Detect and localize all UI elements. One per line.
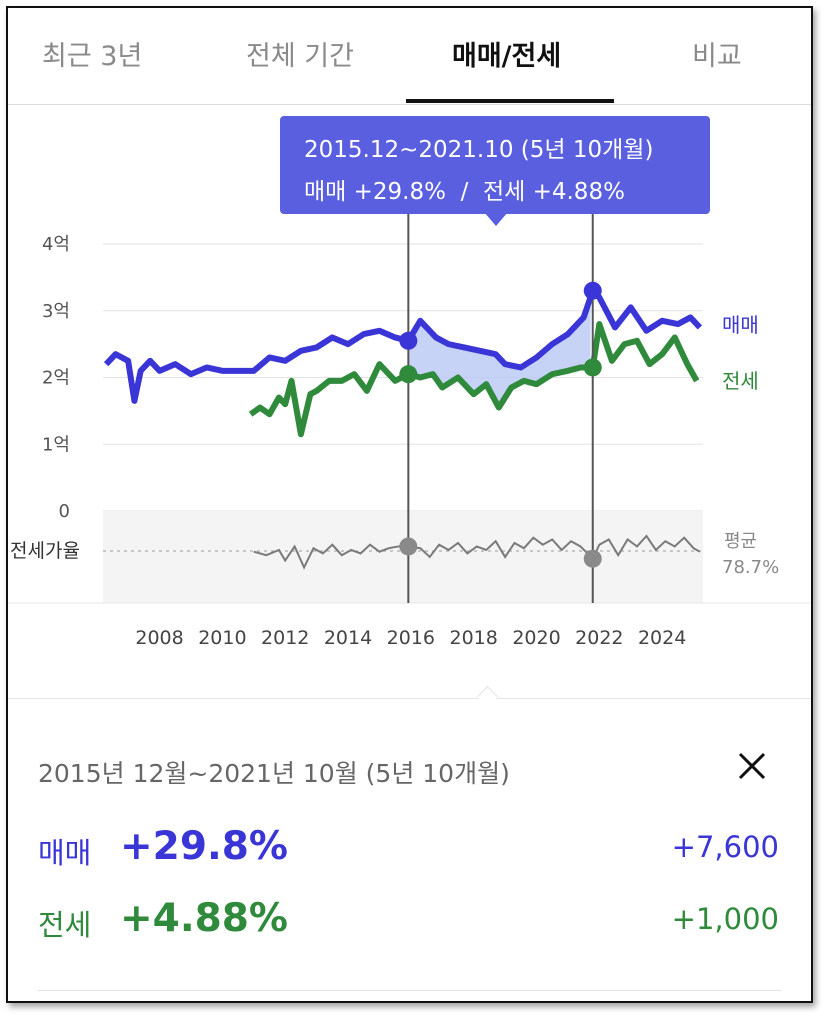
period-tabs: 최근 3년 전체 기간 매매/전세 비교: [8, 8, 811, 105]
ratio-avg-label: 평균: [724, 531, 757, 552]
active-tab-indicator: [406, 99, 614, 103]
close-button[interactable]: [732, 746, 772, 786]
ratio-band: [103, 511, 703, 603]
x-tick-label: 2020: [512, 627, 560, 649]
tab-all-period[interactable]: 전체 기간: [246, 41, 354, 72]
jeonse-change-amount: +1,000: [671, 902, 779, 936]
jeonse-marker: [399, 365, 418, 384]
y-tick-label: 0: [59, 501, 70, 522]
sale-marker: [399, 331, 418, 350]
jeonse-line: [248, 321, 700, 438]
legend-jeonse: 전세: [722, 369, 759, 393]
ratio-line: [253, 534, 701, 570]
jeonse-change-percent: +4.88%: [120, 896, 288, 941]
x-tick-label: 2014: [324, 627, 372, 649]
tab-sale-jeonse[interactable]: 매매/전세: [452, 41, 562, 72]
x-axis: 2008 2010 2012 2014 2016 2018 2020 2022 2024: [8, 602, 811, 649]
bottom-divider: [38, 990, 781, 991]
legend-sale: 매매: [722, 313, 759, 337]
selection-area: [408, 297, 591, 407]
selection-tooltip: 2015.12~2021.10 (5년 10개월) 매매 +29.8% / 전세…: [280, 116, 710, 214]
y-tick-label: 1억: [42, 434, 70, 455]
x-tick-label: 2024: [638, 627, 686, 649]
selection-markers[interactable]: [399, 214, 602, 603]
selection-fill: [408, 297, 591, 407]
x-tick-label: 2012: [261, 627, 309, 649]
y-tick-label: 4억: [42, 234, 70, 255]
sale-change-percent: +29.8%: [120, 824, 288, 869]
sale-marker: [583, 281, 602, 300]
ratio-label: 전세가율: [10, 540, 80, 562]
y-tick-label: 3억: [42, 301, 70, 322]
x-tick-label: 2016: [387, 627, 435, 649]
jeonse-marker: [583, 358, 602, 377]
sale-change-amount: +7,600: [671, 830, 779, 864]
divider: [8, 698, 811, 699]
ratio-marker: [583, 549, 602, 568]
sale-label: 매매: [38, 836, 92, 870]
jeonse-label: 전세: [38, 908, 92, 942]
x-tick-label: 2018: [450, 627, 498, 649]
y-tick-label: 2억: [42, 368, 70, 389]
x-tick-label: 2022: [575, 627, 623, 649]
tab-recent-3-years[interactable]: 최근 3년: [42, 41, 143, 72]
selection-period-title: 2015년 12월~2021년 10월 (5년 10개월): [38, 759, 510, 788]
tooltip-summary: 매매 +29.8% / 전세 +4.88%: [304, 179, 625, 205]
y-axis: 4억 3억 2억 1억 0: [42, 234, 70, 522]
ratio-avg-value: 78.7%: [722, 557, 779, 578]
close-icon[interactable]: [732, 746, 772, 786]
x-tick-label: 2008: [135, 627, 183, 649]
tooltip-pointer: [484, 212, 508, 226]
chart-card: 최근 3년 전체 기간 매매/전세 비교 4억 3억 2억 1억 0 2008 2010 2…: [6, 6, 813, 1003]
x-tick-label: 2010: [198, 627, 246, 649]
tab-compare[interactable]: 비교: [692, 41, 742, 72]
ratio-marker: [399, 537, 418, 556]
tooltip-period: 2015.12~2021.10 (5년 10개월): [304, 137, 654, 163]
